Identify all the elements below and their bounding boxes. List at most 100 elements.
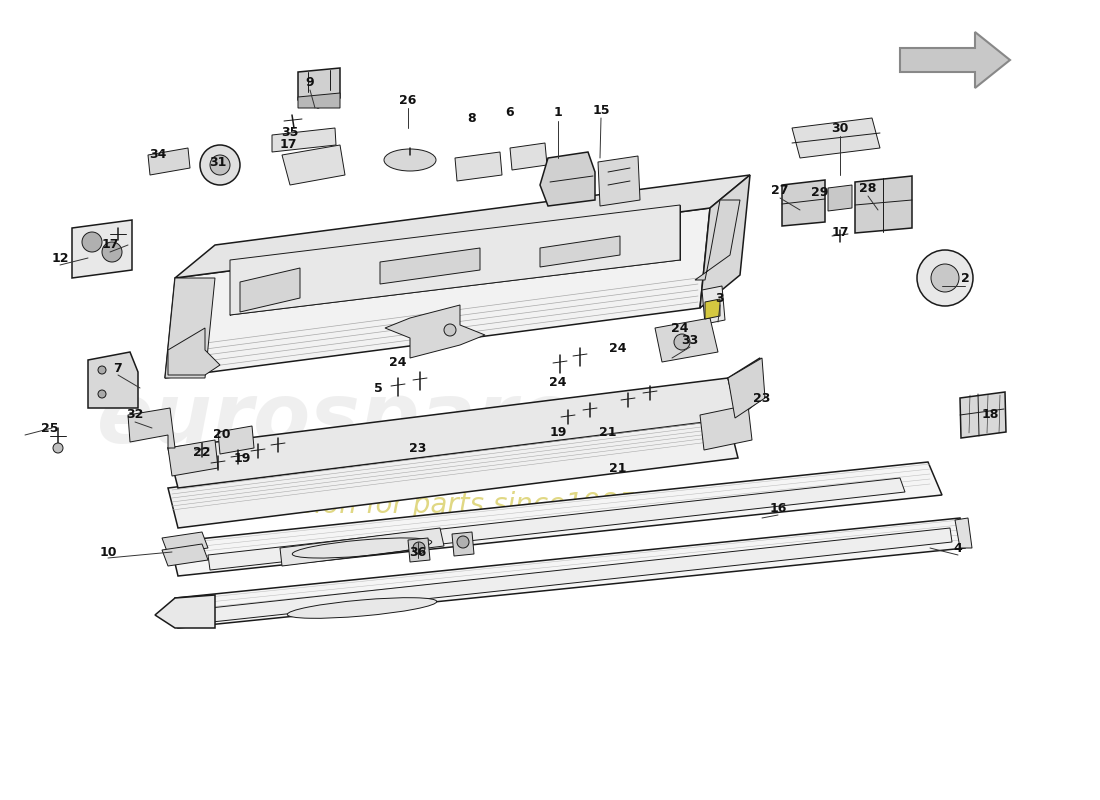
Polygon shape (218, 426, 254, 454)
Polygon shape (455, 152, 502, 181)
Text: 4: 4 (954, 542, 962, 554)
Circle shape (53, 443, 63, 453)
Polygon shape (155, 595, 214, 628)
Polygon shape (540, 152, 595, 206)
Polygon shape (900, 32, 1010, 88)
Text: 24: 24 (609, 342, 627, 354)
Text: 17: 17 (101, 238, 119, 251)
Polygon shape (654, 318, 718, 362)
Polygon shape (782, 180, 825, 226)
Ellipse shape (384, 149, 436, 171)
Polygon shape (828, 185, 852, 211)
Text: 22: 22 (194, 446, 211, 458)
Text: 23: 23 (754, 391, 771, 405)
Text: 10: 10 (99, 546, 117, 558)
Text: 26: 26 (399, 94, 417, 106)
Text: 2: 2 (960, 271, 969, 285)
Text: 7: 7 (113, 362, 122, 374)
Text: 8: 8 (468, 111, 476, 125)
Polygon shape (540, 236, 620, 267)
Polygon shape (208, 478, 905, 570)
Polygon shape (955, 518, 972, 548)
Text: a passion for parts since1985: a passion for parts since1985 (224, 491, 636, 519)
Text: 15: 15 (592, 103, 609, 117)
Polygon shape (700, 175, 750, 308)
Polygon shape (792, 118, 880, 158)
Polygon shape (162, 544, 208, 566)
Polygon shape (170, 462, 942, 576)
Polygon shape (240, 268, 300, 312)
Text: 34: 34 (150, 149, 167, 162)
Polygon shape (960, 392, 1006, 438)
Text: 20: 20 (213, 429, 231, 442)
Text: 36: 36 (409, 546, 427, 558)
Text: 19: 19 (549, 426, 566, 438)
Circle shape (210, 155, 230, 175)
Polygon shape (72, 220, 132, 278)
Text: 32: 32 (126, 409, 144, 422)
Text: 6: 6 (506, 106, 515, 119)
Circle shape (82, 232, 102, 252)
Text: 25: 25 (42, 422, 58, 434)
Polygon shape (162, 532, 208, 554)
Polygon shape (165, 278, 214, 378)
Text: 3: 3 (716, 291, 724, 305)
Polygon shape (282, 145, 345, 185)
Circle shape (102, 242, 122, 262)
Circle shape (200, 145, 240, 185)
Polygon shape (452, 532, 474, 556)
Polygon shape (210, 528, 952, 622)
Polygon shape (272, 128, 336, 152)
Polygon shape (385, 305, 485, 358)
Circle shape (917, 250, 974, 306)
Text: 21: 21 (600, 426, 617, 438)
Polygon shape (379, 248, 480, 284)
Text: 33: 33 (681, 334, 698, 346)
Polygon shape (728, 358, 764, 418)
Polygon shape (280, 528, 444, 566)
Polygon shape (855, 176, 912, 233)
Text: 21: 21 (609, 462, 627, 474)
Text: 19: 19 (233, 451, 251, 465)
Text: 17: 17 (832, 226, 849, 238)
Text: 30: 30 (832, 122, 849, 134)
Text: 29: 29 (812, 186, 828, 198)
Text: 12: 12 (52, 251, 68, 265)
Polygon shape (168, 418, 738, 528)
Polygon shape (408, 538, 430, 562)
Polygon shape (700, 405, 752, 450)
Polygon shape (168, 378, 738, 488)
Circle shape (456, 536, 469, 548)
Polygon shape (728, 358, 762, 418)
Ellipse shape (287, 598, 437, 618)
Polygon shape (88, 352, 138, 408)
Text: 1: 1 (553, 106, 562, 119)
Polygon shape (702, 286, 725, 324)
Text: 16: 16 (769, 502, 786, 514)
Text: 24: 24 (549, 375, 566, 389)
Text: 9: 9 (306, 75, 315, 89)
Text: eurospares: eurospares (97, 379, 624, 461)
Text: 35: 35 (282, 126, 299, 138)
Polygon shape (695, 200, 740, 280)
Circle shape (412, 542, 425, 554)
Text: 24: 24 (671, 322, 689, 334)
Polygon shape (128, 408, 175, 448)
Polygon shape (175, 518, 965, 628)
Text: 24: 24 (389, 355, 407, 369)
Circle shape (98, 390, 106, 398)
Polygon shape (705, 299, 720, 319)
Text: 23: 23 (409, 442, 427, 454)
Polygon shape (230, 205, 680, 315)
Circle shape (931, 264, 959, 292)
Polygon shape (165, 208, 710, 378)
Circle shape (98, 366, 106, 374)
Polygon shape (510, 143, 547, 170)
Polygon shape (148, 148, 190, 175)
Polygon shape (298, 68, 340, 108)
Polygon shape (168, 440, 218, 476)
Text: 18: 18 (981, 409, 999, 422)
Text: 17: 17 (279, 138, 297, 151)
Text: 5: 5 (374, 382, 383, 394)
Circle shape (444, 324, 456, 336)
